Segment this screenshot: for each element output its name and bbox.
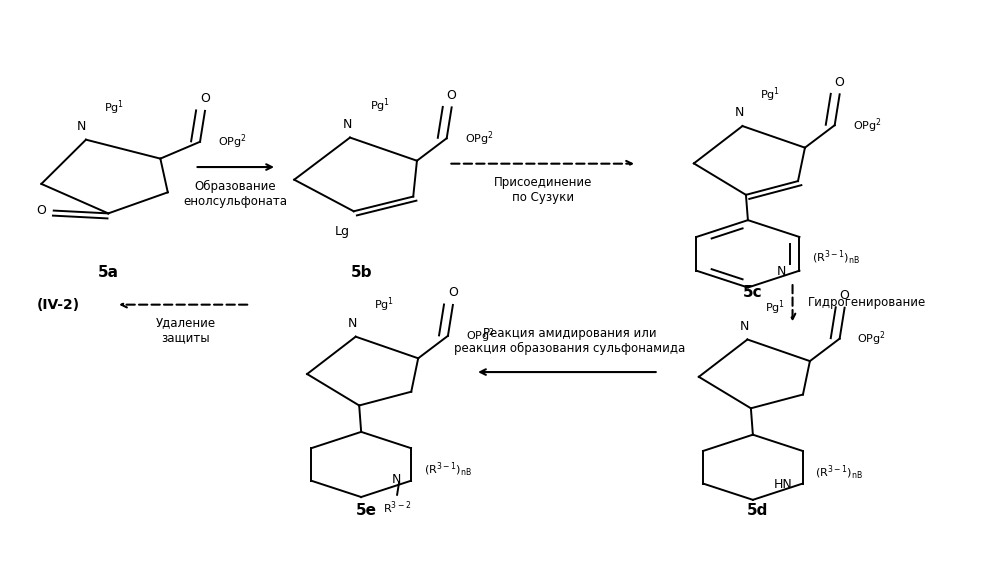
Text: 5d: 5d (747, 503, 769, 518)
Text: OPg$^2$: OPg$^2$ (218, 132, 247, 151)
Text: (IV-2): (IV-2) (37, 298, 80, 312)
Text: OPg$^2$: OPg$^2$ (465, 129, 493, 148)
Text: Lg: Lg (334, 225, 349, 238)
Text: O: O (835, 76, 845, 89)
Text: Реакция амидирования или
реакция образования сульфонамида: Реакция амидирования или реакция образов… (454, 327, 685, 355)
Text: (R$^{3-1}$)$_\mathregular{nB}$: (R$^{3-1}$)$_\mathregular{nB}$ (815, 464, 863, 482)
Text: 5c: 5c (743, 285, 763, 300)
Text: Образование
енолсульфоната: Образование енолсульфоната (183, 180, 287, 207)
Text: N: N (76, 120, 86, 133)
Text: N: N (740, 320, 749, 333)
Text: O: O (448, 286, 458, 299)
Text: N: N (348, 317, 357, 330)
Text: Присоединение
по Сузуки: Присоединение по Сузуки (493, 176, 592, 204)
Text: Pg$^1$: Pg$^1$ (765, 299, 785, 317)
Text: (R$^{3-1}$)$_\mathregular{nB}$: (R$^{3-1}$)$_\mathregular{nB}$ (812, 249, 860, 267)
Text: Гидрогенирование: Гидрогенирование (807, 296, 926, 310)
Text: Pg$^1$: Pg$^1$ (760, 85, 780, 104)
Text: 5a: 5a (98, 266, 119, 280)
Text: 5e: 5e (356, 503, 377, 518)
Text: O: O (200, 92, 210, 105)
Text: N: N (392, 473, 401, 486)
Text: R$^{3-2}$: R$^{3-2}$ (383, 499, 411, 516)
Text: Pg$^1$: Pg$^1$ (370, 96, 390, 115)
Text: Удаление
защиты: Удаление защиты (156, 316, 216, 344)
Text: O: O (840, 289, 850, 302)
Text: O: O (36, 204, 46, 217)
Text: N: N (735, 107, 744, 119)
Text: (R$^{3-1}$)$_\mathregular{nB}$: (R$^{3-1}$)$_\mathregular{nB}$ (424, 461, 472, 479)
Text: 5b: 5b (350, 266, 372, 280)
Text: OPg$^2$: OPg$^2$ (853, 116, 881, 135)
Text: O: O (447, 89, 457, 102)
Text: OPg$^2$: OPg$^2$ (857, 329, 886, 348)
Text: Pg$^1$: Pg$^1$ (104, 99, 124, 117)
Text: N: N (342, 118, 352, 131)
Text: N: N (777, 265, 787, 278)
Text: OPg$^2$: OPg$^2$ (466, 327, 495, 345)
Text: HN: HN (774, 478, 793, 491)
Text: Pg$^1$: Pg$^1$ (374, 296, 394, 314)
